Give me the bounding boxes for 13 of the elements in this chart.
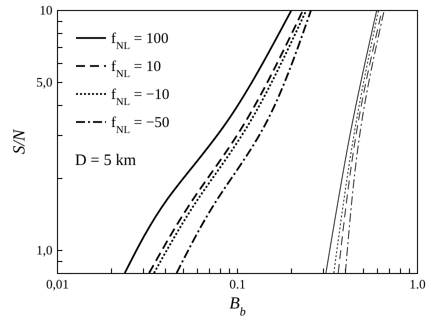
y-tick-label: 10 [40, 2, 52, 18]
x-tick-label: 1.0 [409, 276, 426, 292]
annotation: D = 5 km [75, 152, 137, 169]
x-axis-title: B$_{b}$ [229, 294, 246, 318]
x-tick-label: 0,01 [46, 276, 69, 292]
legend-label: f$_{NL}$ = −50 [111, 115, 170, 136]
y-tick-label: 1,0 [36, 242, 52, 258]
legend-label: f$_{NL}$ = 10 [111, 59, 161, 80]
y-axis-title: S/N [9, 128, 28, 154]
legend-label: f$_{NL}$ = −10 [111, 87, 170, 108]
x-tick-label: 0.1 [229, 276, 246, 292]
legend-label: f$_{NL}$ = 100 [111, 31, 168, 52]
y-tick-label: 5,0 [36, 74, 52, 90]
